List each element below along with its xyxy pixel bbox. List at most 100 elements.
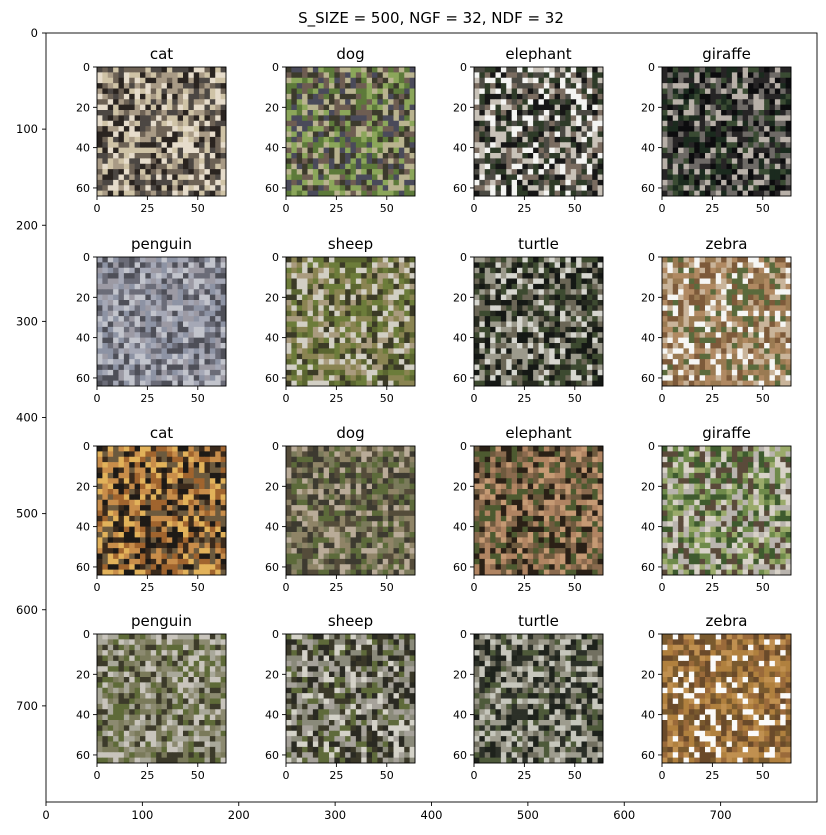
generated-image — [474, 67, 604, 197]
panel-x-tick-label: 25 — [517, 392, 531, 405]
outer-y-tick-label: 700 — [16, 699, 38, 713]
image-panel: turtle 0 25 50 0 20 40 60 — [453, 612, 604, 782]
panel-x-tick-label: 0 — [471, 202, 478, 215]
panel-frame — [285, 445, 416, 576]
outer-x-tick-label: 100 — [131, 808, 153, 822]
panel-y-tick-label: 20 — [265, 101, 279, 114]
panel-frame — [661, 445, 792, 576]
panel-y-tick-label: 60 — [453, 749, 467, 762]
generated-image — [286, 446, 416, 576]
image-panel: sheep 0 25 50 0 20 40 60 — [265, 612, 416, 782]
outer-y-tick-label: 300 — [16, 314, 38, 328]
panel-frame — [96, 256, 227, 387]
panel-y-tick-label: 40 — [76, 142, 90, 155]
panel-x-tick-label: 0 — [283, 769, 290, 782]
generated-image — [286, 257, 416, 387]
panel-x-tick-label: 25 — [705, 202, 719, 215]
outer-y-tick-label: 0 — [31, 26, 38, 40]
generated-image — [662, 257, 792, 387]
panel-y-tick-label: 20 — [265, 668, 279, 681]
panel-y-tick-label: 20 — [641, 480, 655, 493]
image-panel: dog 0 25 50 0 20 40 60 — [265, 45, 416, 215]
panel-y-tick-label: 60 — [76, 182, 90, 195]
outer-y-tick-label: 600 — [16, 603, 38, 617]
outer-y-tick-label: 200 — [16, 218, 38, 232]
generated-image — [474, 257, 604, 387]
panel-x-tick-label: 50 — [380, 769, 394, 782]
outer-x-tick-label: 0 — [42, 808, 49, 822]
panel-x-tick-label: 50 — [568, 202, 582, 215]
panel-x-tick-label: 50 — [568, 769, 582, 782]
panel-y-tick-label: 60 — [641, 372, 655, 385]
panel-y-tick-label: 0 — [460, 628, 467, 641]
panel-title: zebra — [706, 612, 748, 630]
panel-x-tick-label: 0 — [283, 392, 290, 405]
panel-grid: cat 0 25 50 0 20 40 60 dog 0 25 50 0 20 40 60 elephant 0 2… — [76, 45, 792, 782]
panel-frame — [96, 66, 227, 197]
panel-title: sheep — [328, 612, 373, 630]
panel-x-tick-label: 50 — [756, 581, 770, 594]
panel-x-tick-label: 25 — [517, 202, 531, 215]
panel-frame — [661, 256, 792, 387]
outer-x-tick-label: 200 — [228, 808, 250, 822]
panel-y-tick-label: 0 — [83, 61, 90, 74]
panel-x-tick-label: 50 — [191, 581, 205, 594]
panel-frame — [96, 445, 227, 576]
panel-x-tick-label: 50 — [568, 581, 582, 594]
panel-title: turtle — [518, 235, 559, 253]
panel-y-tick-label: 0 — [460, 251, 467, 264]
panel-frame — [473, 256, 604, 387]
outer-x-tick-label: 500 — [517, 808, 539, 822]
panel-title: penguin — [131, 235, 192, 253]
panel-x-tick-label: 50 — [568, 392, 582, 405]
panel-title: giraffe — [702, 424, 751, 442]
panel-title: cat — [150, 424, 173, 442]
panel-y-tick-label: 0 — [83, 440, 90, 453]
panel-x-tick-label: 0 — [471, 769, 478, 782]
panel-y-tick-label: 60 — [76, 561, 90, 574]
panel-y-tick-label: 40 — [453, 521, 467, 534]
panel-y-tick-label: 0 — [272, 628, 279, 641]
panel-y-tick-label: 0 — [272, 251, 279, 264]
panel-x-tick-label: 50 — [756, 202, 770, 215]
panel-title: dog — [336, 45, 364, 63]
panel-title: zebra — [706, 235, 748, 253]
panel-y-tick-label: 40 — [453, 709, 467, 722]
panel-y-tick-label: 40 — [641, 709, 655, 722]
panel-x-tick-label: 0 — [659, 581, 666, 594]
panel-x-tick-label: 0 — [471, 581, 478, 594]
generated-image — [662, 67, 792, 197]
panel-title: elephant — [505, 45, 571, 63]
image-panel: cat 0 25 50 0 20 40 60 — [76, 45, 227, 215]
generated-image — [474, 446, 604, 576]
panel-y-tick-label: 60 — [641, 182, 655, 195]
panel-y-tick-label: 60 — [453, 182, 467, 195]
panel-y-tick-label: 60 — [453, 561, 467, 574]
panel-y-tick-label: 0 — [648, 628, 655, 641]
panel-y-tick-label: 0 — [272, 440, 279, 453]
panel-y-tick-label: 40 — [265, 142, 279, 155]
panel-y-tick-label: 60 — [453, 372, 467, 385]
panel-frame — [285, 256, 416, 387]
panel-y-tick-label: 60 — [641, 561, 655, 574]
panel-x-tick-label: 25 — [329, 202, 343, 215]
panel-x-tick-label: 50 — [380, 202, 394, 215]
panel-y-tick-label: 20 — [265, 291, 279, 304]
panel-y-tick-label: 0 — [648, 61, 655, 74]
image-panel: giraffe 0 25 50 0 20 40 60 — [641, 424, 792, 594]
outer-x-tick-label: 700 — [710, 808, 732, 822]
panel-y-tick-label: 40 — [265, 521, 279, 534]
panel-y-tick-label: 20 — [641, 668, 655, 681]
generated-image — [286, 67, 416, 197]
panel-x-tick-label: 25 — [140, 202, 154, 215]
panel-y-tick-label: 20 — [641, 101, 655, 114]
panel-x-tick-label: 50 — [191, 769, 205, 782]
panel-x-tick-label: 50 — [191, 392, 205, 405]
panel-x-tick-label: 25 — [329, 581, 343, 594]
image-panel: giraffe 0 25 50 0 20 40 60 — [641, 45, 792, 215]
panel-y-tick-label: 20 — [453, 291, 467, 304]
image-panel: turtle 0 25 50 0 20 40 60 — [453, 235, 604, 405]
panel-y-tick-label: 40 — [641, 142, 655, 155]
panel-y-tick-label: 40 — [76, 332, 90, 345]
panel-frame — [661, 66, 792, 197]
